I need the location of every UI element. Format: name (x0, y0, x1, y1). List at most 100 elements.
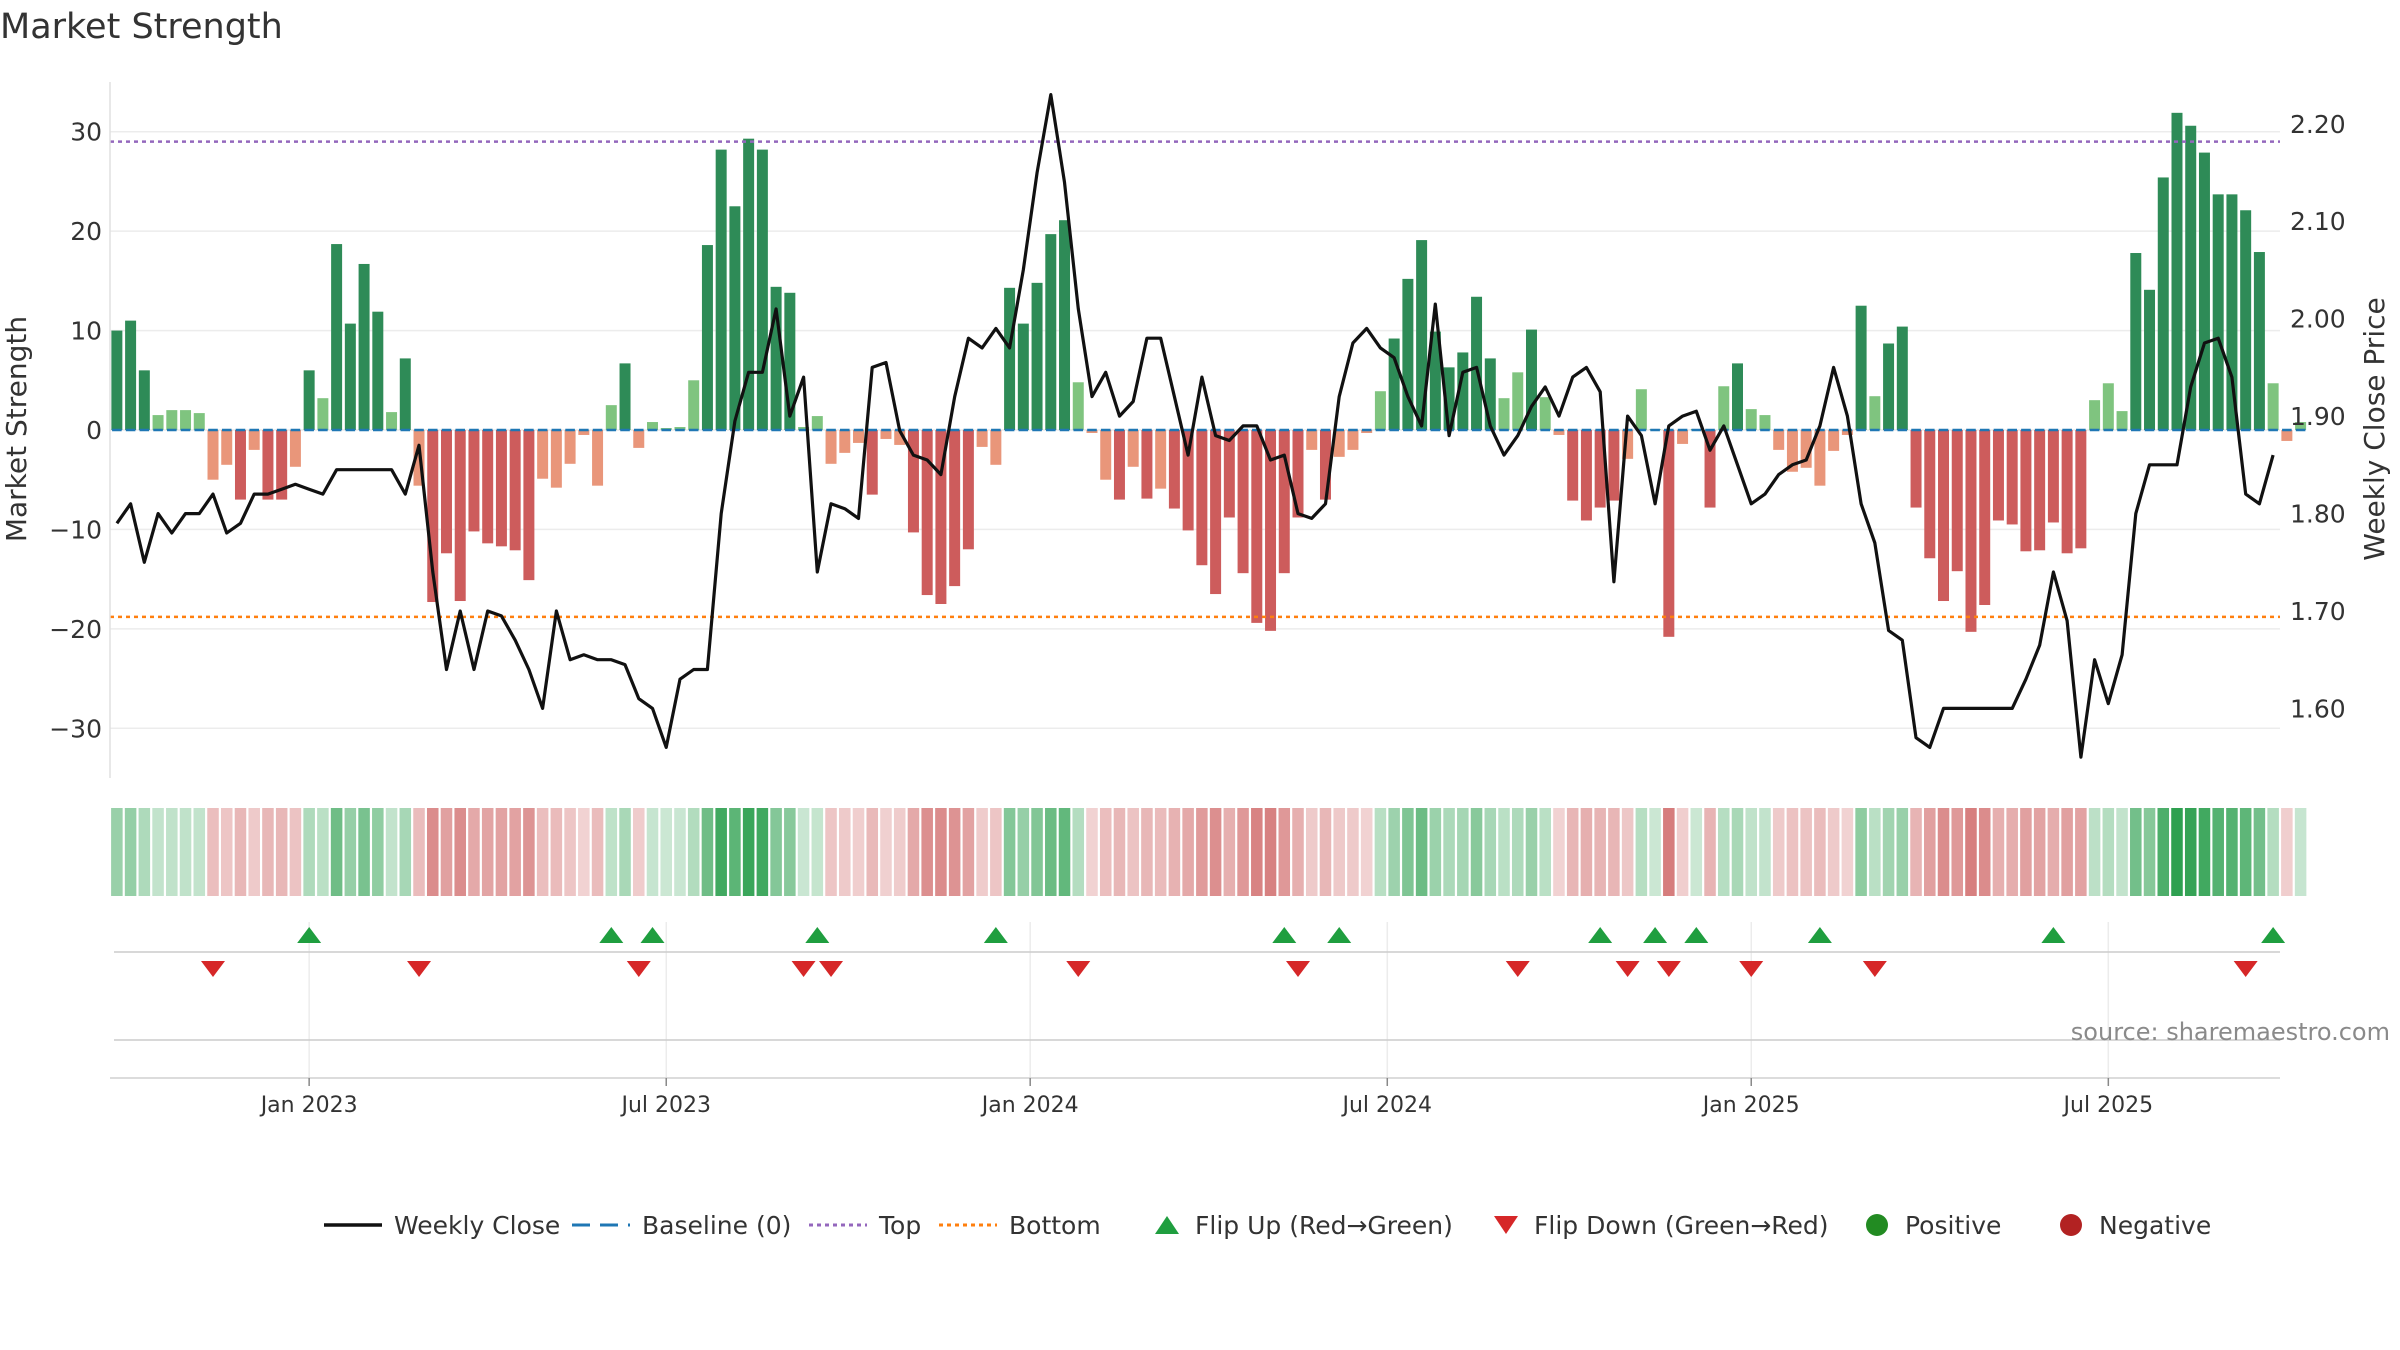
heat-cell (262, 808, 274, 896)
strength-bar (2171, 112, 2183, 430)
heat-cell (1388, 808, 1400, 896)
y2-tick-label: 1.80 (2290, 500, 2346, 529)
strength-heat-strip (111, 808, 2307, 896)
flip-down-marker (819, 961, 844, 977)
source-label: source: sharemaestro.com (2071, 1018, 2390, 1046)
strength-bar (399, 358, 411, 430)
heat-cell (1196, 808, 1208, 896)
heat-cell (1292, 808, 1304, 896)
strength-bar (1237, 430, 1249, 574)
y2-tick-label: 1.90 (2290, 402, 2346, 431)
y-tick-label: −10 (49, 515, 102, 544)
heat-cell (1978, 808, 1991, 896)
strength-bar (2144, 289, 2156, 430)
heat-cell (1621, 808, 1634, 896)
heat-cell (2143, 808, 2156, 896)
strength-bar (1938, 430, 1950, 602)
strength-bar (1031, 282, 1043, 430)
x-tick-label: Jan 2024 (980, 1093, 1079, 1118)
legend-label: Flip Down (Green→Red) (1534, 1211, 1829, 1240)
heat-cell (1553, 808, 1565, 896)
heat-cell (152, 808, 164, 896)
strength-bar (317, 398, 329, 430)
strength-bar (221, 430, 233, 465)
strength-bar (2198, 152, 2210, 430)
strength-bar (1539, 397, 1551, 430)
heat-cell (1635, 808, 1648, 896)
strength-bar (1265, 430, 1277, 631)
heat-cell (523, 808, 535, 896)
strength-bar (2116, 411, 2128, 430)
heat-cell (1209, 808, 1222, 896)
strength-bar (701, 245, 713, 430)
heat-cell (1278, 808, 1291, 896)
heat-cell (2212, 808, 2224, 896)
strength-bar (303, 370, 315, 430)
flip-down-marker (1862, 961, 1887, 977)
strength-bar (1814, 430, 1826, 486)
heat-cell (495, 808, 508, 896)
strength-bar (1663, 430, 1675, 637)
strength-bar (1004, 287, 1016, 430)
strength-bar (1800, 430, 1812, 468)
strength-bar (880, 430, 892, 439)
strength-bar (138, 370, 150, 430)
heat-cell (275, 808, 288, 896)
strength-bar (1059, 220, 1071, 430)
strength-bar (1759, 415, 1771, 430)
strength-bar (537, 430, 549, 479)
strength-bar (578, 430, 590, 435)
strength-bar (976, 430, 988, 447)
heat-cell (1182, 808, 1194, 896)
heat-cell (426, 808, 439, 896)
heat-cell (1869, 808, 1881, 896)
heat-cell (1800, 808, 1812, 896)
strength-bar (262, 430, 274, 500)
strength-bar (193, 413, 205, 430)
heat-cell (1717, 808, 1730, 896)
x-tick-label: Jul 2024 (1341, 1093, 1433, 1118)
heat-cell (317, 808, 329, 896)
strength-bar (358, 263, 370, 430)
heat-cell (701, 808, 714, 896)
heat-cell (399, 808, 412, 896)
y2-tick-label: 1.70 (2290, 597, 2346, 626)
strength-bar (344, 323, 356, 430)
strength-bar (1278, 430, 1290, 574)
strength-bar (166, 410, 178, 430)
strength-bar (1210, 430, 1222, 595)
heat-cell (1910, 808, 1922, 896)
strength-bar (1718, 386, 1730, 430)
heat-cell (2281, 808, 2293, 896)
flip-up-marker (1272, 927, 1297, 943)
heat-cell (234, 808, 247, 896)
heat-cell (220, 808, 233, 896)
strength-bar (2006, 430, 2018, 525)
heat-cell (1992, 808, 2005, 896)
legend-swatch-flip-down (1494, 1216, 1518, 1234)
strength-bar (1924, 430, 1936, 559)
strength-bar (1443, 367, 1455, 430)
weekly-close-line (115, 92, 2275, 759)
strength-bar (276, 430, 288, 500)
legend-swatch-negative (2060, 1214, 2082, 1236)
chart-title: Market Strength (0, 7, 283, 47)
heat-cell (1168, 808, 1181, 896)
strength-bar (1580, 430, 1592, 521)
heat-cell (2033, 808, 2046, 896)
heat-cell (536, 808, 549, 896)
strength-bar (1017, 323, 1029, 430)
heat-cell (1882, 808, 1895, 896)
strength-bar (1567, 430, 1579, 501)
heat-cell (440, 808, 453, 896)
strength-bar (1732, 363, 1743, 430)
strength-bar (1855, 305, 1867, 430)
heat-cell (564, 808, 576, 896)
strength-bar (1429, 331, 1441, 430)
strength-bar (1457, 352, 1469, 430)
heat-cell (2061, 808, 2073, 896)
strength-bar (907, 430, 919, 533)
heat-cell (1539, 808, 1551, 896)
flip-up-marker (2041, 927, 2066, 943)
y2-tick-label: 2.20 (2290, 110, 2346, 139)
